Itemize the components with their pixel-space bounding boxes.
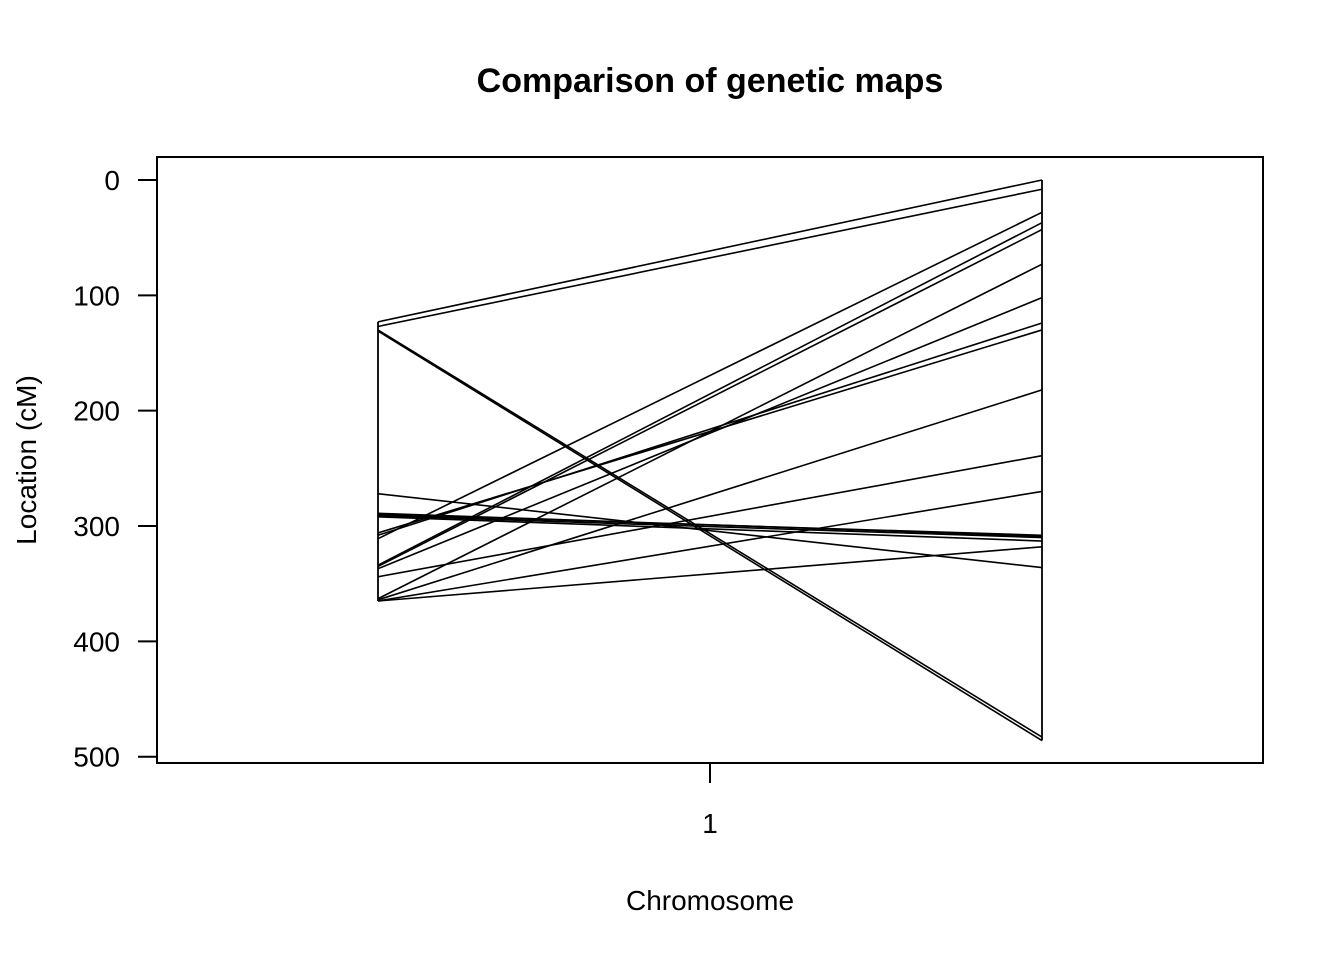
map-line-18 — [377, 490, 1043, 602]
y-tick-label-0: 0 — [104, 165, 120, 196]
map-line-3 — [377, 330, 1043, 742]
map-line-4 — [377, 492, 1043, 569]
y-axis: 0 100 200 300 400 500 — [73, 165, 157, 773]
chart-title: Comparison of genetic maps — [477, 62, 944, 100]
y-tick-label-5: 500 — [73, 742, 120, 773]
map-line-1 — [377, 188, 1043, 328]
map-line-12 — [377, 221, 1043, 566]
map-line-7 — [377, 514, 1043, 539]
x-axis: 1 — [702, 763, 718, 839]
y-tick-label-3: 300 — [73, 511, 120, 542]
x-axis-label: Chromosome — [626, 885, 794, 916]
map-line-16 — [377, 263, 1043, 600]
map-line-10 — [377, 322, 1043, 537]
map-line-17 — [377, 389, 1043, 601]
map-line-0 — [377, 179, 1043, 323]
map-line-14 — [377, 296, 1043, 570]
map-line-2 — [377, 329, 1043, 738]
map-line-15 — [377, 454, 1043, 578]
map-line-19 — [377, 545, 1043, 602]
plot-frame — [156, 156, 1264, 764]
y-tick-label-4: 400 — [73, 626, 120, 657]
chromosome-bars — [377, 180, 1043, 741]
map-line-8 — [377, 515, 1043, 542]
x-tick-label-0: 1 — [702, 808, 718, 839]
y-tick-label-1: 100 — [73, 280, 120, 311]
map-connection-lines — [377, 179, 1043, 742]
map-line-13 — [377, 228, 1043, 568]
y-tick-label-2: 200 — [73, 396, 120, 427]
map-line-11 — [377, 211, 1043, 540]
map-line-6 — [377, 513, 1043, 537]
y-axis-label: Location (cM) — [11, 375, 42, 545]
